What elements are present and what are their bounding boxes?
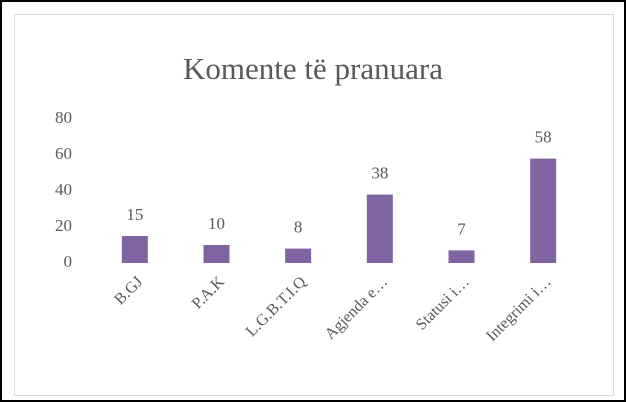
chart-frame <box>14 14 614 396</box>
data-label: 7 <box>457 219 466 238</box>
y-tick-label: 20 <box>55 216 72 235</box>
bar <box>530 158 557 263</box>
bar <box>285 248 312 263</box>
data-label: 58 <box>535 128 552 147</box>
y-tick-label: 60 <box>55 144 72 163</box>
bar <box>366 194 393 263</box>
y-tick-label: 40 <box>55 180 72 199</box>
data-label: 38 <box>371 164 388 183</box>
data-label: 15 <box>126 205 143 224</box>
chart-title: Komente të pranuara <box>183 51 443 86</box>
y-tick-label: 80 <box>55 108 72 127</box>
bar <box>448 250 475 263</box>
bar <box>121 236 148 263</box>
y-tick-label: 0 <box>64 252 73 271</box>
bar <box>203 245 230 263</box>
data-label: 10 <box>208 214 225 233</box>
data-label: 8 <box>294 218 303 237</box>
